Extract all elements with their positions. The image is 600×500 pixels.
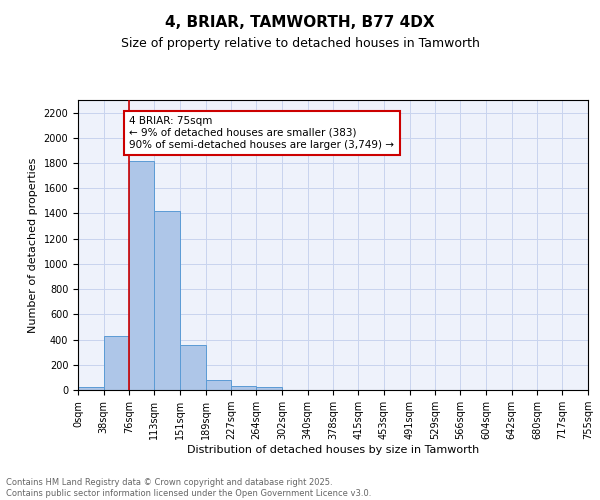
- Text: Size of property relative to detached houses in Tamworth: Size of property relative to detached ho…: [121, 38, 479, 51]
- Bar: [104, 336, 130, 390]
- Bar: [232, 386, 256, 390]
- Text: Contains HM Land Registry data © Crown copyright and database right 2025.
Contai: Contains HM Land Registry data © Crown c…: [6, 478, 371, 498]
- Bar: [206, 380, 232, 390]
- Bar: [130, 160, 154, 390]
- Bar: [256, 388, 282, 390]
- Text: 4, BRIAR, TAMWORTH, B77 4DX: 4, BRIAR, TAMWORTH, B77 4DX: [165, 15, 435, 30]
- Bar: [78, 388, 104, 390]
- Bar: [154, 211, 180, 390]
- X-axis label: Distribution of detached houses by size in Tamworth: Distribution of detached houses by size …: [187, 445, 479, 455]
- Bar: [180, 344, 206, 390]
- Text: 4 BRIAR: 75sqm
← 9% of detached houses are smaller (383)
90% of semi-detached ho: 4 BRIAR: 75sqm ← 9% of detached houses a…: [130, 116, 394, 150]
- Y-axis label: Number of detached properties: Number of detached properties: [28, 158, 38, 332]
